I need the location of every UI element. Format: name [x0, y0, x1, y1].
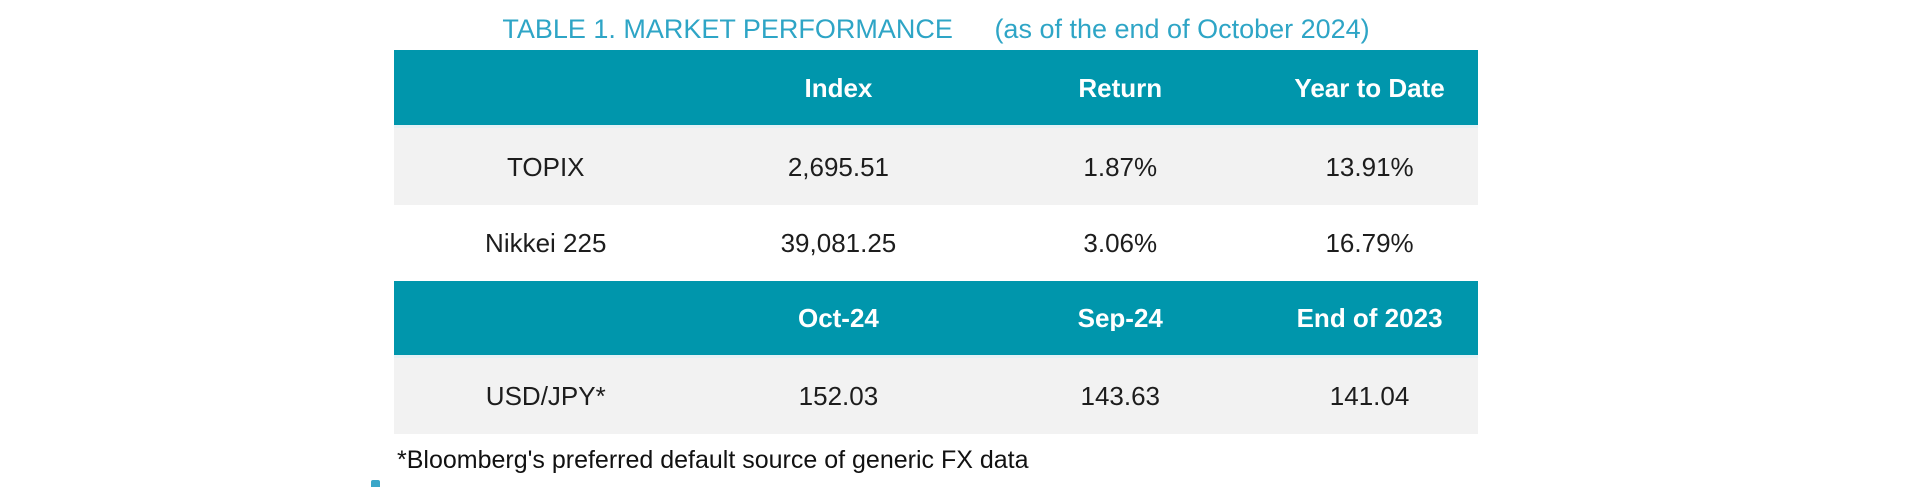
topix-index-value: 2,695.51 — [787, 153, 890, 180]
equity-header-ytd: Year to Date — [1294, 74, 1445, 101]
footnote: *Bloomberg's preferred default source of… — [397, 446, 1029, 474]
cropped-glyph-fragment — [371, 480, 380, 487]
nikkei-ytd-value: 16.79% — [1325, 230, 1414, 256]
table-row-topix: TOPIX 2,695.51 1.87% 13.91% — [394, 128, 1478, 205]
market-performance-table: Index Return Year to Date TOPIX 2,695.51… — [394, 50, 1478, 434]
nikkei-index-value: 39,081.25 — [780, 230, 897, 256]
table-caption-title: TABLE 1. MARKET PERFORMANCE — [502, 14, 953, 44]
table-row-usdjpy: USD/JPY* 152.03 143.63 141.04 — [394, 358, 1478, 434]
topix-return-value: 1.87% — [1083, 153, 1158, 180]
fx-header-end2023: End of 2023 — [1296, 305, 1443, 331]
fx-header-oct24: Oct-24 — [797, 305, 879, 331]
table-caption-subtitle: (as of the end of October 2024) — [994, 14, 1370, 44]
usdjpy-sep24-value: 143.63 — [1080, 383, 1161, 409]
fx-header-row: Oct-24 Sep-24 End of 2023 — [394, 281, 1478, 358]
table-row-nikkei: Nikkei 225 39,081.25 3.06% 16.79% — [394, 205, 1478, 281]
topix-ytd-value: 13.91% — [1325, 153, 1414, 180]
fx-header-sep24: Sep-24 — [1077, 305, 1163, 331]
usdjpy-oct24-value: 152.03 — [798, 383, 879, 409]
row-label-usdjpy: USD/JPY* — [485, 383, 606, 409]
equity-header-row: Index Return Year to Date — [394, 50, 1478, 128]
equity-header-index: Index — [804, 74, 873, 101]
equity-header-return: Return — [1078, 74, 1163, 101]
table-caption: TABLE 1. MARKET PERFORMANCE (as of the e… — [394, 12, 1478, 46]
row-label-nikkei: Nikkei 225 — [485, 230, 607, 256]
row-label-topix: TOPIX — [506, 153, 585, 180]
nikkei-return-value: 3.06% — [1083, 230, 1158, 256]
usdjpy-end2023-value: 141.04 — [1329, 383, 1410, 409]
